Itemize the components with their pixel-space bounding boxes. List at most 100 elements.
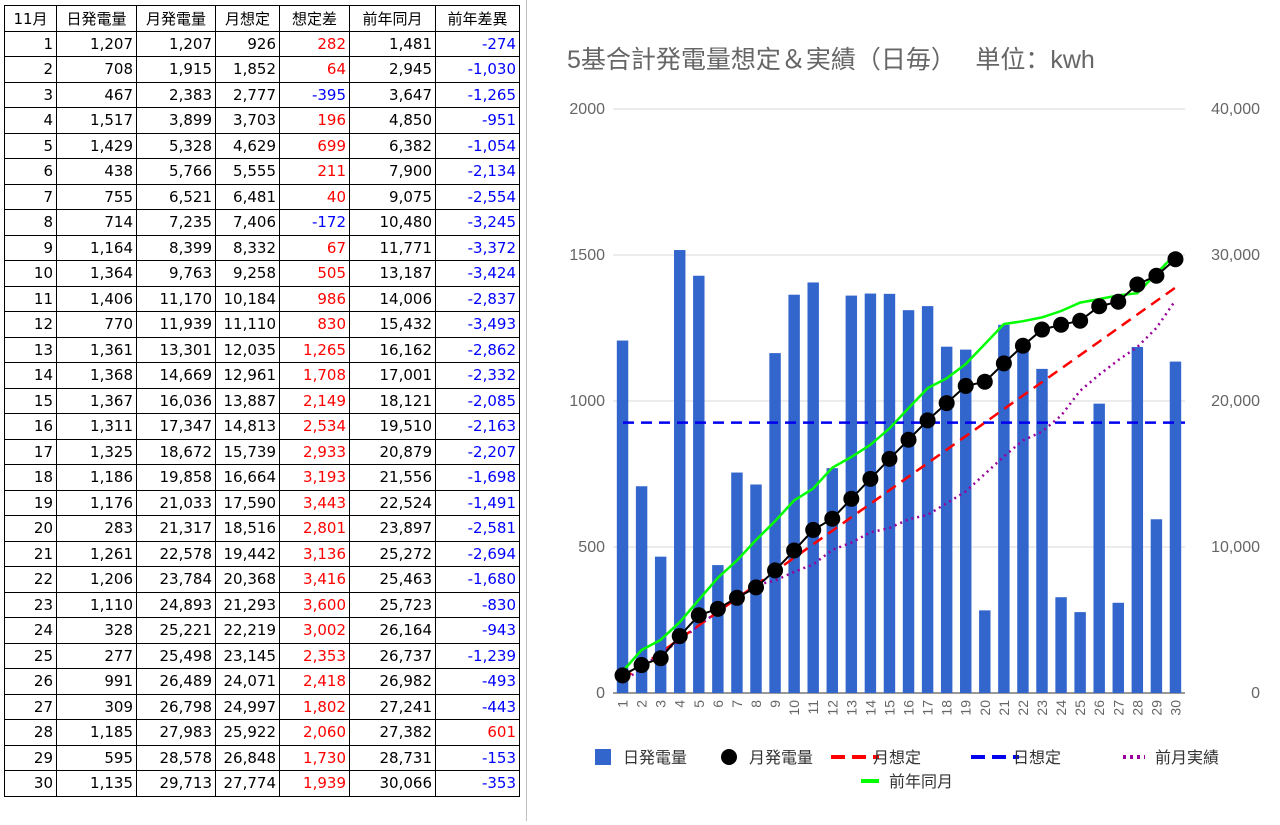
table-cell[interactable]: 30,066 [349,770,436,797]
table-cell[interactable]: 2,060 [279,719,350,746]
table-cell[interactable]: 1,915 [136,56,216,83]
table-cell[interactable]: 13 [4,336,57,363]
table-cell[interactable]: 18 [4,464,57,491]
table-cell[interactable]: 1,176 [56,489,137,516]
header-cell[interactable]: 月発電量 [136,5,216,32]
table-cell[interactable]: 11,939 [136,311,216,338]
table-cell[interactable]: 10 [4,260,57,287]
table-cell[interactable]: 7,235 [136,209,216,236]
table-cell[interactable]: 3,703 [215,107,280,134]
table-cell[interactable]: 14,006 [349,285,436,312]
table-cell[interactable]: 714 [56,209,137,236]
table-cell[interactable]: 1,207 [136,30,216,57]
table-cell[interactable]: 15,739 [215,438,280,465]
table-cell[interactable]: 14,813 [215,413,280,440]
table-cell[interactable]: 830 [279,311,350,338]
table-cell[interactable]: 755 [56,183,137,210]
table-cell[interactable]: 9,075 [349,183,436,210]
table-cell[interactable]: -2,694 [435,540,520,567]
table-cell[interactable]: 19,442 [215,540,280,567]
table-cell[interactable]: 27,382 [349,719,436,746]
table-cell[interactable]: 29,713 [136,770,216,797]
table-cell[interactable]: 24 [4,617,57,644]
table-cell[interactable]: 24,071 [215,668,280,695]
table-cell[interactable]: 1,368 [56,362,137,389]
table-cell[interactable]: 3,600 [279,591,350,618]
table-cell[interactable]: 5 [4,132,57,159]
table-cell[interactable]: -274 [435,30,520,57]
table-cell[interactable]: 2 [4,56,57,83]
table-cell[interactable]: 16,664 [215,464,280,491]
table-cell[interactable]: 11 [4,285,57,312]
table-cell[interactable]: -353 [435,770,520,797]
table-cell[interactable]: -2,862 [435,336,520,363]
table-cell[interactable]: -2,837 [435,285,520,312]
table-cell[interactable]: -2,207 [435,438,520,465]
table-cell[interactable]: 2,777 [215,81,280,108]
table-cell[interactable]: 5,555 [215,158,280,185]
table-cell[interactable]: 64 [279,56,350,83]
table-cell[interactable]: 21,317 [136,515,216,542]
table-cell[interactable]: 5,328 [136,132,216,159]
table-cell[interactable]: -1,239 [435,642,520,669]
table-cell[interactable]: -3,372 [435,234,520,261]
table-cell[interactable]: 3,647 [349,81,436,108]
table-cell[interactable]: 9,258 [215,260,280,287]
table-cell[interactable]: 8,332 [215,234,280,261]
table-cell[interactable]: 2,534 [279,413,350,440]
table-cell[interactable]: 67 [279,234,350,261]
table-cell[interactable]: 26,798 [136,693,216,720]
table-cell[interactable]: 991 [56,668,137,695]
table-cell[interactable]: 277 [56,642,137,669]
table-cell[interactable]: 699 [279,132,350,159]
table-cell[interactable]: 1,265 [279,336,350,363]
table-cell[interactable]: 24,893 [136,591,216,618]
table-cell[interactable]: 4,629 [215,132,280,159]
table-cell[interactable]: 1,325 [56,438,137,465]
table-cell[interactable]: 2,383 [136,81,216,108]
table-cell[interactable]: 438 [56,158,137,185]
table-cell[interactable]: 18,516 [215,515,280,542]
table-cell[interactable]: 505 [279,260,350,287]
table-cell[interactable]: 21,556 [349,464,436,491]
table-cell[interactable]: 23,897 [349,515,436,542]
table-cell[interactable]: 12,035 [215,336,280,363]
table-cell[interactable]: 21,033 [136,489,216,516]
header-cell[interactable]: 月想定 [215,5,280,32]
table-cell[interactable]: 1,164 [56,234,137,261]
table-cell[interactable]: 40 [279,183,350,210]
table-cell[interactable]: 26,737 [349,642,436,669]
table-cell[interactable]: 16,162 [349,336,436,363]
table-cell[interactable]: 11,110 [215,311,280,338]
table-cell[interactable]: 9,763 [136,260,216,287]
table-cell[interactable]: 26,164 [349,617,436,644]
table-cell[interactable]: 11,771 [349,234,436,261]
header-cell[interactable]: 前年同月 [349,5,436,32]
table-cell[interactable]: -1,491 [435,489,520,516]
table-cell[interactable]: 9 [4,234,57,261]
table-cell[interactable]: 20,368 [215,566,280,593]
table-cell[interactable]: 3,136 [279,540,350,567]
table-cell[interactable]: -493 [435,668,520,695]
table-cell[interactable]: 1,367 [56,387,137,414]
table-cell[interactable]: 10,184 [215,285,280,312]
table-cell[interactable]: 20,879 [349,438,436,465]
table-cell[interactable]: -830 [435,591,520,618]
table-cell[interactable]: 467 [56,81,137,108]
table-cell[interactable]: -3,493 [435,311,520,338]
table-cell[interactable]: 13,301 [136,336,216,363]
table-cell[interactable]: 595 [56,744,137,771]
table-cell[interactable]: 26,848 [215,744,280,771]
table-cell[interactable]: 1,185 [56,719,137,746]
table-cell[interactable]: 1,517 [56,107,137,134]
table-cell[interactable]: 1,429 [56,132,137,159]
table-cell[interactable]: 27,983 [136,719,216,746]
table-cell[interactable]: 14 [4,362,57,389]
table-cell[interactable]: 926 [215,30,280,57]
table-cell[interactable]: -2,163 [435,413,520,440]
table-cell[interactable]: 3,899 [136,107,216,134]
table-cell[interactable]: 12 [4,311,57,338]
table-cell[interactable]: 23,145 [215,642,280,669]
table-cell[interactable]: -172 [279,209,350,236]
table-cell[interactable]: 20 [4,515,57,542]
